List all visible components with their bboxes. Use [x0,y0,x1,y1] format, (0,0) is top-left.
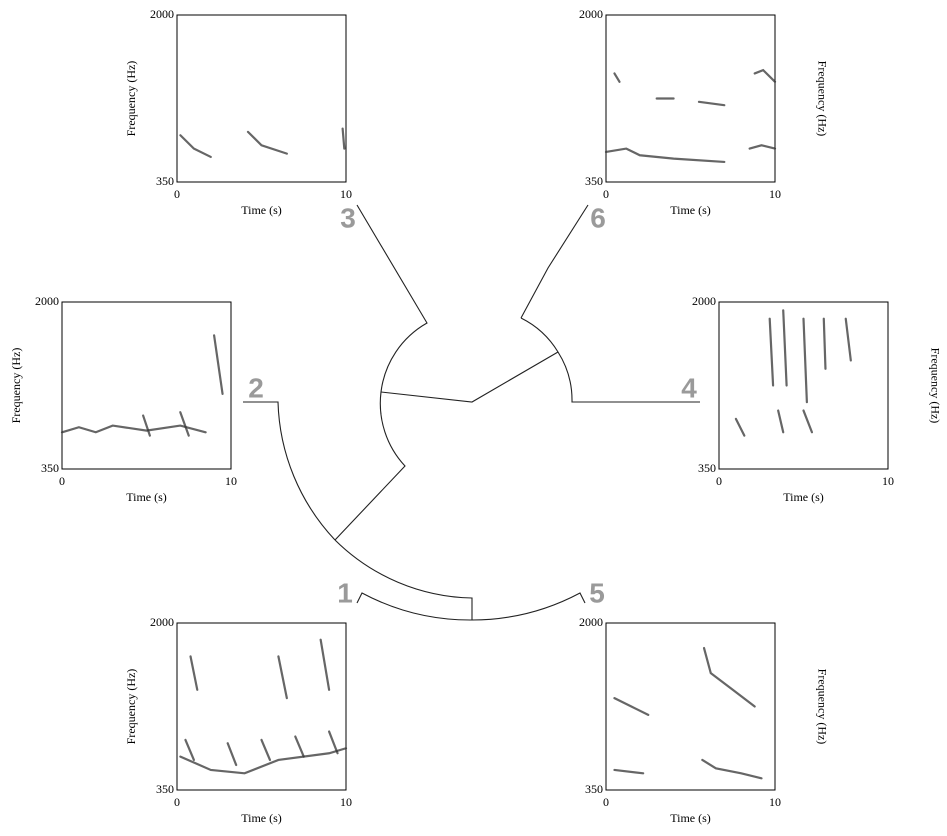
x-axis-label: Time (s) [670,203,711,217]
cluster-number: 1 [337,577,353,608]
plot-frame [62,302,231,469]
y-axis-label: Frequency (Hz) [815,61,829,137]
x-axis-label: Time (s) [241,811,282,825]
cluster-number: 2 [248,372,264,403]
x-tick-label: 0 [716,474,722,488]
x-tick-label: 10 [340,795,352,809]
y-axis-label: Frequency (Hz) [9,348,23,424]
x-tick-label: 0 [174,187,180,201]
y-axis-label: Frequency (Hz) [928,348,942,424]
y-tick-label: 350 [41,461,59,475]
x-tick-label: 0 [603,187,609,201]
x-axis-label: Time (s) [670,811,711,825]
y-tick-label: 2000 [579,615,603,629]
branch [335,540,472,620]
y-tick-label: 2000 [150,7,174,21]
figure: 2000350010Time (s)Frequency (Hz)12000350… [0,0,947,836]
y-tick-label: 2000 [150,615,174,629]
branch [521,205,588,318]
y-tick-label: 350 [156,174,174,188]
cluster-number: 4 [681,372,697,403]
y-axis-label: Frequency (Hz) [124,669,138,745]
x-tick-label: 10 [340,187,352,201]
y-axis-label: Frequency (Hz) [124,61,138,137]
plot-frame [606,15,775,182]
cluster-number: 5 [589,577,605,608]
x-tick-label: 0 [59,474,65,488]
plot-frame [177,623,346,790]
x-axis-label: Time (s) [783,490,824,504]
x-tick-label: 10 [769,795,781,809]
x-tick-label: 10 [882,474,894,488]
cluster-number: 6 [590,202,606,233]
branch [335,205,427,540]
y-tick-label: 2000 [579,7,603,21]
branch [243,402,335,540]
cluster-number: 3 [340,202,356,233]
branch [357,593,585,620]
branch [381,352,558,402]
y-tick-label: 350 [156,782,174,796]
x-axis-label: Time (s) [126,490,167,504]
branch [521,318,700,402]
y-tick-label: 350 [585,782,603,796]
y-tick-label: 350 [585,174,603,188]
x-tick-label: 0 [174,795,180,809]
dendrogram [243,205,700,620]
x-tick-label: 0 [603,795,609,809]
y-axis-label: Frequency (Hz) [815,669,829,745]
y-tick-label: 350 [698,461,716,475]
x-tick-label: 10 [225,474,237,488]
x-tick-label: 10 [769,187,781,201]
y-tick-label: 2000 [692,294,716,308]
x-axis-label: Time (s) [241,203,282,217]
y-tick-label: 2000 [35,294,59,308]
plot-frame [177,15,346,182]
